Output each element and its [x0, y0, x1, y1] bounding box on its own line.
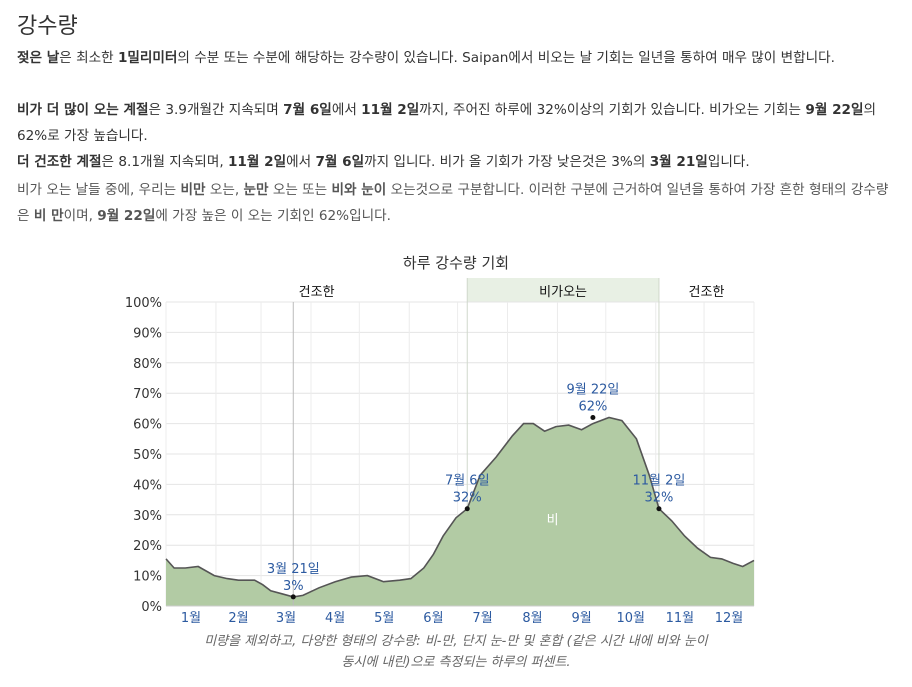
paragraph-emphasis: 눈만 — [243, 182, 269, 198]
x-tick-label: 8월 — [522, 611, 542, 626]
paragraph-text: 의 62%로 가장 높습니다. — [17, 102, 877, 144]
paragraph-precip-types: 비가 오는 날들 중에, 우리는 비만 오는, 눈만 오는 또는 비와 눈이 오… — [17, 177, 899, 229]
caption-line-1: 미량을 제외하고, 다양한 형태의 강수량: 비-만, 단지 눈-만 및 혼합 … — [204, 634, 708, 649]
season-label: 건조한 — [299, 285, 335, 300]
x-tick-label: 1월 — [181, 611, 201, 626]
precipitation-chart: 건조한 비가오는 건조한 0% 10% 20% 30% 40% 50% 60% 70% 80% 90% 1… — [125, 278, 755, 626]
y-tick-label: 60% — [133, 418, 162, 433]
paragraph-text: 의 수분 또는 수분에 해당하는 강수량이 있습니다. Saipan에서 비오는… — [177, 50, 835, 66]
annotation-date: 7월 6일 — [445, 474, 490, 489]
y-tick-label: 90% — [133, 326, 162, 341]
y-tick-label: 30% — [133, 509, 162, 524]
paragraph-text: 까지, 주어진 하루에 32%이상의 기회가 있습니다. 비가오는 기회는 — [419, 102, 806, 118]
season-label: 비가오는 — [539, 285, 587, 300]
y-tick-label: 10% — [133, 570, 162, 585]
paragraph-emphasis: 비가 더 많이 오는 계절 — [17, 102, 149, 118]
annotation-value: 62% — [578, 400, 607, 415]
annotation-date: 3월 21일 — [267, 562, 320, 577]
x-tick-label: 2월 — [228, 611, 248, 626]
rain-area — [166, 417, 754, 606]
paragraph-text: 이며, — [63, 208, 98, 224]
annotation-date: 11월 2일 — [633, 474, 686, 489]
paragraph-text: 은 3.9개월간 지속되며 — [148, 102, 284, 118]
annotation-point — [290, 594, 296, 600]
paragraph-text: 오는 또는 — [268, 182, 332, 198]
paragraph-dry-season: 더 건조한 계절은 8.1개월 지속되며, 11월 2일에서 7월 6일까지 입… — [17, 149, 899, 175]
paragraph-text: 까지 입니다. 비가 올 기회가 가장 낮은것은 3%의 — [364, 154, 650, 170]
season-label: 건조한 — [689, 285, 725, 300]
paragraph-emphasis: 비와 눈이 — [331, 182, 387, 198]
paragraph-text: 에서 — [286, 154, 316, 170]
paragraph-emphasis: 9월 22일 — [97, 208, 156, 224]
paragraph-emphasis: 11월 2일 — [361, 102, 420, 118]
x-tick-label: 5월 — [374, 611, 394, 626]
x-tick-label: 3월 — [276, 611, 296, 626]
section-title: 강수량 — [17, 14, 78, 39]
x-tick-label: 11월 — [666, 611, 695, 626]
y-tick-label: 0% — [141, 600, 162, 615]
x-tick-label: 6월 — [423, 611, 443, 626]
y-tick-label: 50% — [133, 448, 162, 463]
paragraph-text: 입니다. — [707, 154, 750, 170]
paragraph-text: 에서 — [331, 102, 362, 118]
paragraph-emphasis: 3월 21일 — [649, 154, 708, 170]
annotation-value: 32% — [645, 491, 674, 506]
y-tick-label: 80% — [133, 357, 162, 372]
series-label: 비 — [547, 513, 559, 528]
paragraph-emphasis: 젖은 날 — [17, 50, 60, 66]
paragraph-emphasis: 7월 6일 — [283, 102, 332, 118]
y-tick-label: 70% — [133, 387, 162, 402]
chart-title: 하루 강수량 기회 — [402, 254, 510, 272]
paragraph-text: 은 최소한 — [59, 50, 118, 66]
y-tick-label: 40% — [133, 478, 162, 493]
paragraph-emphasis: 9월 22일 — [805, 102, 864, 118]
paragraph-emphasis: 비 만 — [33, 208, 64, 224]
annotation-point — [656, 506, 662, 512]
x-tick-label: 7월 — [472, 611, 492, 626]
paragraph-emphasis: 비만 — [180, 182, 206, 198]
paragraph-text: 오는것으로 구분합니다. 이러한 구분에 근거하여 일년을 통하여 가장 흔한 … — [17, 182, 889, 224]
paragraph-emphasis: 더 건조한 계절 — [17, 154, 102, 170]
wet-season-band — [467, 278, 659, 302]
paragraph-wet-season: 비가 더 많이 오는 계절은 3.9개월간 지속되며 7월 6일에서 11월 2… — [17, 97, 899, 149]
x-tick-label: 9월 — [572, 611, 592, 626]
annotation-point — [464, 506, 470, 512]
paragraph-text: 비가 오는 날들 중에, 우리는 — [17, 182, 181, 198]
annotation-date: 9월 22일 — [566, 383, 619, 398]
paragraph-text: 은 8.1개월 지속되며, — [101, 154, 228, 170]
y-tick-label: 100% — [125, 296, 162, 311]
paragraph-text: 에 가장 높은 이 오는 기회인 62%입니다. — [155, 208, 391, 224]
x-tick-label: 12월 — [715, 611, 744, 626]
caption-line-2: 동시에 내린)으로 측정되는 하루의 퍼센트. — [341, 655, 571, 670]
annotation-value: 32% — [453, 491, 482, 506]
paragraph-text: 오는, — [205, 182, 244, 198]
annotation-point — [590, 415, 596, 421]
paragraph-emphasis: 7월 6일 — [315, 154, 365, 170]
paragraph-emphasis: 1밀리미터 — [117, 50, 178, 66]
chart-caption: 미량을 제외하고, 다양한 형태의 강수량: 비-만, 단지 눈-만 및 혼합 … — [0, 631, 912, 673]
annotation-value: 3% — [283, 579, 304, 594]
paragraph-wet-day: 젖은 날은 최소한 1밀리미터의 수분 또는 수분에 해당하는 강수량이 있습니… — [17, 45, 899, 71]
x-tick-label: 4월 — [325, 611, 345, 626]
x-tick-label: 10월 — [617, 611, 646, 626]
rain-line — [165, 416, 755, 598]
paragraph-emphasis: 11월 2일 — [227, 154, 287, 170]
y-tick-label: 20% — [133, 539, 162, 554]
